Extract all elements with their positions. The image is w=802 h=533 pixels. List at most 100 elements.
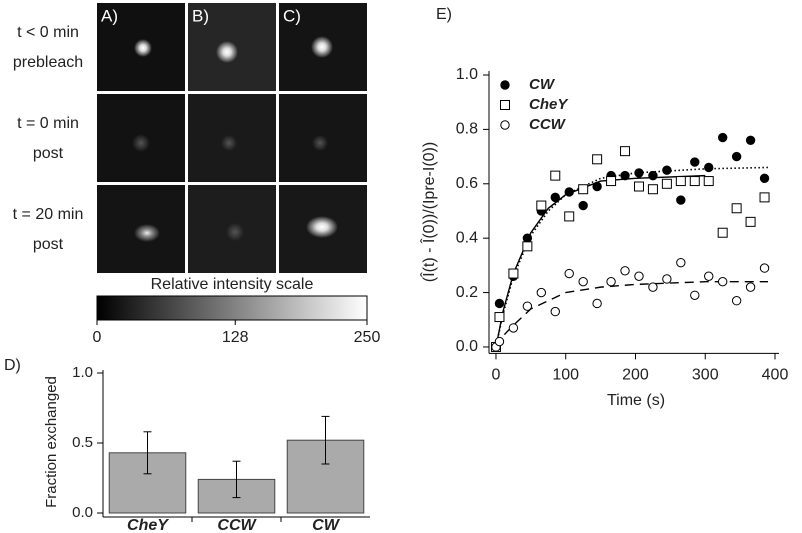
- marker: [676, 257, 686, 268]
- x-tick-label: CheY: [127, 517, 169, 533]
- x-tick-label: 300: [692, 367, 719, 384]
- legend-marker: [500, 100, 510, 110]
- y-tick-label: 0.5: [72, 434, 93, 451]
- marker: [759, 173, 770, 184]
- marker: [564, 211, 575, 222]
- marker: [508, 323, 519, 333]
- fit-line: [495, 166, 769, 348]
- legend-label: CheY: [529, 96, 569, 113]
- colorbar-title: Relative intensity scale: [151, 276, 314, 293]
- marker: [662, 165, 672, 175]
- marker: [675, 176, 686, 187]
- marker: [522, 301, 533, 311]
- marker: [690, 157, 700, 167]
- marker: [550, 306, 560, 317]
- colorbar: [96, 295, 368, 321]
- marker: [620, 266, 630, 276]
- colorbar-tick-label: 128: [222, 329, 249, 346]
- marker: [634, 271, 644, 281]
- marker: [690, 290, 700, 300]
- y-tick-label: 0.0: [456, 338, 478, 355]
- y-axis-label: (Î(t) - Î(0))/(Ipre-I(0)): [419, 142, 438, 282]
- marker: [592, 181, 602, 192]
- marker: [494, 336, 505, 347]
- marker: [717, 227, 728, 238]
- marker: [731, 296, 742, 306]
- marker: [620, 146, 631, 157]
- y-tick-label: 0.4: [456, 229, 478, 246]
- panel-label: D): [4, 357, 21, 374]
- marker: [592, 154, 603, 165]
- legend-label: CW: [529, 76, 556, 93]
- y-tick-label: 0.2: [456, 284, 478, 301]
- marker: [704, 162, 714, 173]
- x-tick-label: 100: [552, 367, 579, 384]
- fit-line: [495, 280, 769, 348]
- colorbar-tick-label: 0: [93, 329, 102, 346]
- marker: [536, 287, 547, 298]
- marker: [536, 200, 547, 211]
- x-tick-label: CCW: [217, 517, 257, 533]
- marker: [745, 282, 756, 292]
- marker: [550, 192, 560, 203]
- y-tick-label: 1.0: [456, 66, 478, 83]
- marker: [578, 200, 588, 211]
- y-tick-label: 1.0: [72, 364, 93, 381]
- marker: [661, 178, 672, 189]
- marker: [494, 298, 505, 309]
- legend-marker: [500, 80, 510, 90]
- marker: [508, 268, 519, 279]
- y-tick-label: 0.8: [456, 121, 478, 138]
- marker: [522, 241, 533, 252]
- marker: [606, 276, 616, 287]
- legend-label: CCW: [529, 116, 567, 133]
- marker: [759, 263, 770, 273]
- marker: [647, 184, 658, 195]
- row-label: t = 0 min: [17, 115, 79, 132]
- marker: [689, 176, 700, 187]
- y-axis-label: Fraction exchanged: [43, 376, 60, 508]
- x-tick-label: 0: [492, 367, 501, 384]
- row-label: t = 20 min: [13, 206, 84, 223]
- marker: [703, 176, 714, 187]
- panel-label: A): [101, 6, 118, 25]
- row-label: t < 0 min: [17, 24, 79, 41]
- marker: [494, 312, 505, 323]
- marker: [634, 168, 644, 178]
- marker: [759, 192, 770, 203]
- marker: [648, 282, 658, 292]
- y-tick-label: 0.6: [456, 175, 478, 192]
- panel-label: C): [283, 6, 301, 25]
- marker: [745, 216, 756, 227]
- legend-marker: [500, 120, 510, 130]
- x-tick-label: 400: [762, 367, 789, 384]
- x-tick-label: CW: [312, 517, 341, 533]
- marker: [578, 184, 589, 195]
- row-label: prebleach: [13, 54, 83, 71]
- row-label: post: [33, 145, 64, 162]
- marker: [704, 271, 714, 281]
- marker: [731, 203, 742, 214]
- marker: [522, 233, 533, 243]
- panel-label: E): [436, 6, 452, 23]
- micrographs: [96, 2, 368, 274]
- marker: [633, 181, 644, 192]
- marker: [578, 276, 588, 287]
- marker: [745, 135, 756, 145]
- x-axis-label: Time (s): [607, 392, 665, 409]
- marker: [592, 298, 602, 309]
- fit-line: [495, 174, 706, 348]
- x-tick-label: 200: [622, 367, 649, 384]
- marker: [606, 176, 617, 187]
- marker: [564, 187, 574, 197]
- marker: [662, 274, 672, 284]
- marker: [550, 170, 561, 181]
- marker: [731, 151, 742, 162]
- marker: [717, 276, 728, 287]
- marker: [564, 268, 574, 279]
- marker: [676, 195, 686, 205]
- marker: [648, 170, 658, 181]
- row-label: post: [33, 236, 64, 253]
- y-tick-label: 0.0: [72, 504, 93, 521]
- marker: [620, 170, 630, 181]
